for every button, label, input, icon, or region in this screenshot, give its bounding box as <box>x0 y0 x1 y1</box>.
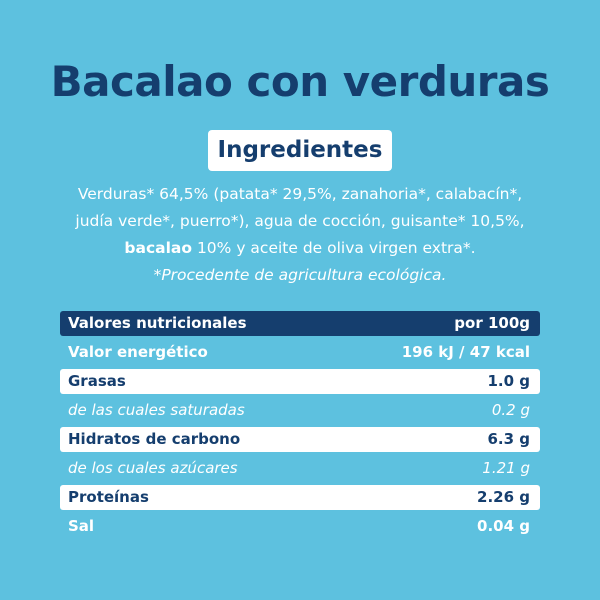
nutrition-label: Grasas <box>68 372 126 390</box>
nutrition-table: Valores nutricionales por 100g Valor ene… <box>60 311 540 543</box>
ingredients-highlight: bacalao <box>124 239 193 257</box>
ingredients-line-3: 10% y aceite de oliva virgen extra*. <box>192 239 476 257</box>
nutrition-value: 6.3 g <box>487 430 530 448</box>
nutrition-label: Hidratos de carbono <box>68 430 241 448</box>
nutrition-value: 196 kJ / 47 kcal <box>401 343 530 361</box>
nutrition-header-row: Valores nutricionales por 100g <box>60 311 540 336</box>
nutrition-row-carbs: Hidratos de carbono 6.3 g <box>60 427 540 452</box>
nutrition-label: Sal <box>68 517 95 535</box>
nutrition-row-salt: Sal 0.04 g <box>60 514 540 539</box>
nutrition-row-protein: Proteínas 2.26 g <box>60 485 540 510</box>
nutrition-value: 1.0 g <box>487 372 530 390</box>
product-title: Bacalao con verduras <box>50 57 550 106</box>
organic-note: *Procedente de agricultura ecológica. <box>153 266 447 284</box>
nutrition-label: de los cuales azúcares <box>68 459 238 477</box>
ingredients-line-2: judía verde*, puerro*), agua de cocción,… <box>75 212 525 230</box>
ingredients-text: Verduras* 64,5% (patata* 29,5%, zanahori… <box>30 181 570 289</box>
nutrition-value: 0.2 g <box>491 401 530 419</box>
nutrition-value: 1.21 g <box>482 459 530 477</box>
nutrition-row-sugars: de los cuales azúcares 1.21 g <box>60 456 540 481</box>
nutrition-header-label: Valores nutricionales <box>68 314 247 332</box>
ingredients-heading: Ingredientes <box>207 130 393 171</box>
nutrition-label: Valor energético <box>68 343 208 361</box>
nutrition-value: 0.04 g <box>477 517 530 535</box>
nutrition-value: 2.26 g <box>477 488 530 506</box>
nutrition-row-fat: Grasas 1.0 g <box>60 369 540 394</box>
nutrition-header-value: por 100g <box>454 314 530 332</box>
nutrition-label: de las cuales saturadas <box>68 401 245 419</box>
nutrition-label: Proteínas <box>68 488 149 506</box>
nutrition-row-saturated: de las cuales saturadas 0.2 g <box>60 398 540 423</box>
ingredients-heading-wrap: Ingredientes <box>0 130 600 171</box>
nutrition-row-energy: Valor energético 196 kJ / 47 kcal <box>60 340 540 365</box>
ingredients-line-1: Verduras* 64,5% (patata* 29,5%, zanahori… <box>77 185 523 203</box>
